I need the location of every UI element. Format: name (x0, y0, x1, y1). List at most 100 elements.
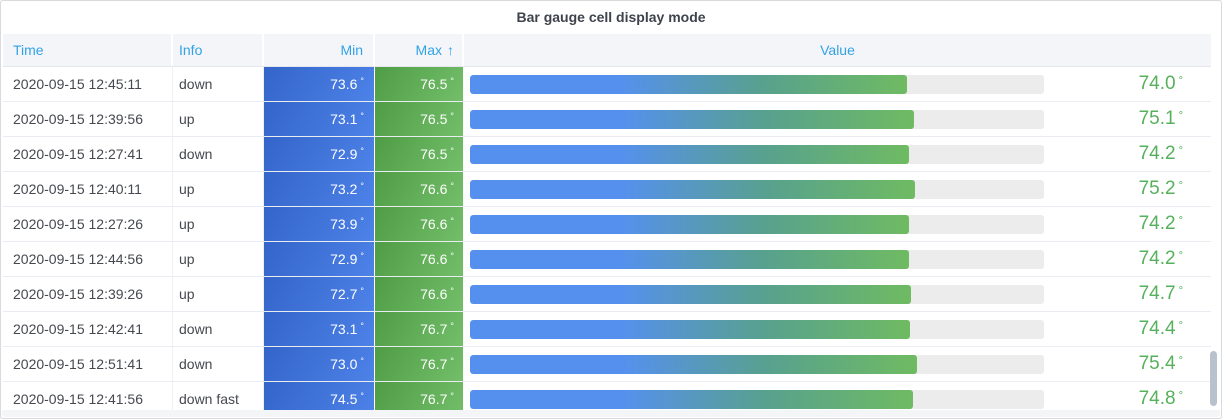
bar-gauge-track (470, 109, 1044, 129)
bar-gauge-fill (470, 109, 915, 129)
value-number: 74.7 (1138, 283, 1176, 304)
max-cell: 76.7 ° (375, 347, 464, 381)
value-label: 74.4 ° (1044, 318, 1211, 340)
value-label: 74.2 ° (1044, 213, 1211, 235)
max-cell: 76.5 ° (375, 137, 464, 171)
column-header-label: Max (415, 42, 442, 58)
bar-gauge-track (470, 284, 1044, 304)
info-cell: up (173, 242, 264, 276)
info-cell: down (173, 312, 264, 346)
min-value: 72.7 (330, 286, 358, 302)
min-cell: 73.0 ° (264, 347, 375, 381)
bar-gauge-track (470, 74, 1044, 94)
max-value: 76.5 (420, 146, 448, 162)
column-header-value[interactable]: Value (464, 34, 1211, 66)
time-cell: 2020-09-15 12:45:11 (3, 67, 173, 101)
max-cell: 76.7 ° (375, 382, 464, 410)
degree-unit: ° (360, 181, 364, 191)
column-header-max[interactable]: Max ↑ (375, 34, 464, 66)
min-cell: 73.9 ° (264, 207, 375, 241)
panel-title[interactable]: Bar gauge cell display mode (516, 9, 706, 25)
degree-unit: ° (450, 76, 454, 86)
column-header-label: Time (13, 42, 44, 58)
table-row: 2020-09-15 12:27:41 down 72.9 ° 76.5 ° 74.2 ° (3, 137, 1211, 172)
value-number: 75.1 (1138, 108, 1176, 129)
min-value: 73.0 (330, 356, 358, 372)
max-cell: 76.5 ° (375, 102, 464, 136)
value-label: 74.7 ° (1044, 283, 1211, 305)
min-value: 73.2 (330, 181, 358, 197)
degree-unit: ° (360, 216, 364, 226)
value-label: 74.8 ° (1044, 388, 1211, 410)
degree-unit: ° (360, 321, 364, 331)
info-cell: up (173, 277, 264, 311)
value-number: 74.8 (1138, 388, 1176, 409)
table-header-row: Time Info Min Max ↑ Value (3, 34, 1211, 67)
value-number: 74.4 (1138, 318, 1176, 339)
bar-gauge-track (470, 179, 1044, 199)
degree-unit: ° (360, 251, 364, 261)
degree-unit: ° (360, 286, 364, 296)
time-cell: 2020-09-15 12:42:41 (3, 312, 173, 346)
max-cell: 76.5 ° (375, 67, 464, 101)
bar-gauge-fill (470, 214, 909, 234)
column-header-label: Min (340, 42, 363, 58)
table-row: 2020-09-15 12:41:56 down fast 74.5 ° 76.7 ° 74… (3, 382, 1211, 410)
time-cell: 2020-09-15 12:51:41 (3, 347, 173, 381)
table-row: 2020-09-15 12:51:41 down 73.0 ° 76.7 ° 75.4 ° (3, 347, 1211, 382)
max-value: 76.6 (420, 251, 448, 267)
time-cell: 2020-09-15 12:44:56 (3, 242, 173, 276)
value-label: 75.1 ° (1044, 108, 1211, 130)
column-header-info[interactable]: Info (173, 34, 264, 66)
bar-gauge-fill (470, 144, 909, 164)
max-value: 76.7 (420, 391, 448, 407)
value-cell: 74.2 ° (464, 137, 1211, 171)
min-value: 72.9 (330, 251, 358, 267)
degree-unit: ° (450, 146, 454, 156)
table-row: 2020-09-15 12:40:11 up 73.2 ° 76.6 ° 75.2 ° (3, 172, 1211, 207)
column-header-min[interactable]: Min (264, 34, 375, 66)
vertical-scrollbar-thumb[interactable] (1210, 351, 1217, 406)
bar-gauge-track (470, 389, 1044, 409)
value-label: 74.2 ° (1044, 143, 1211, 165)
sort-ascending-icon: ↑ (447, 42, 454, 58)
degree-unit: ° (1178, 180, 1183, 192)
bar-gauge-fill (470, 74, 908, 94)
value-cell: 75.1 ° (464, 102, 1211, 136)
min-cell: 74.5 ° (264, 382, 375, 410)
info-cell: down (173, 347, 264, 381)
degree-unit: ° (1178, 320, 1183, 332)
degree-unit: ° (1178, 75, 1183, 87)
info-cell: up (173, 102, 264, 136)
min-cell: 72.7 ° (264, 277, 375, 311)
max-cell: 76.6 ° (375, 172, 464, 206)
degree-unit: ° (450, 111, 454, 121)
degree-unit: ° (450, 216, 454, 226)
table-row: 2020-09-15 12:27:26 up 73.9 ° 76.6 ° 74.2 ° (3, 207, 1211, 242)
degree-unit: ° (360, 111, 364, 121)
min-cell: 73.2 ° (264, 172, 375, 206)
degree-unit: ° (450, 251, 454, 261)
bar-gauge-track (470, 319, 1044, 339)
time-cell: 2020-09-15 12:27:26 (3, 207, 173, 241)
degree-unit: ° (1178, 285, 1183, 297)
table-row: 2020-09-15 12:39:26 up 72.7 ° 76.6 ° 74.7 ° (3, 277, 1211, 312)
value-cell: 74.0 ° (464, 67, 1211, 101)
column-header-time[interactable]: Time (3, 34, 173, 66)
horizontal-scrollbar-track (2, 410, 1220, 417)
bar-gauge-fill (470, 354, 917, 374)
max-value: 76.6 (420, 216, 448, 232)
table-body: 2020-09-15 12:45:11 down 73.6 ° 76.5 ° 74.0 ° 20… (3, 67, 1211, 410)
max-value: 76.7 (420, 356, 448, 372)
time-cell: 2020-09-15 12:41:56 (3, 382, 173, 410)
min-value: 73.6 (330, 76, 358, 92)
degree-unit: ° (360, 76, 364, 86)
degree-unit: ° (1178, 250, 1183, 262)
degree-unit: ° (450, 181, 454, 191)
min-value: 73.1 (330, 321, 358, 337)
value-cell: 74.2 ° (464, 207, 1211, 241)
value-number: 74.2 (1138, 143, 1176, 164)
max-value: 76.5 (420, 76, 448, 92)
degree-unit: ° (450, 356, 454, 366)
